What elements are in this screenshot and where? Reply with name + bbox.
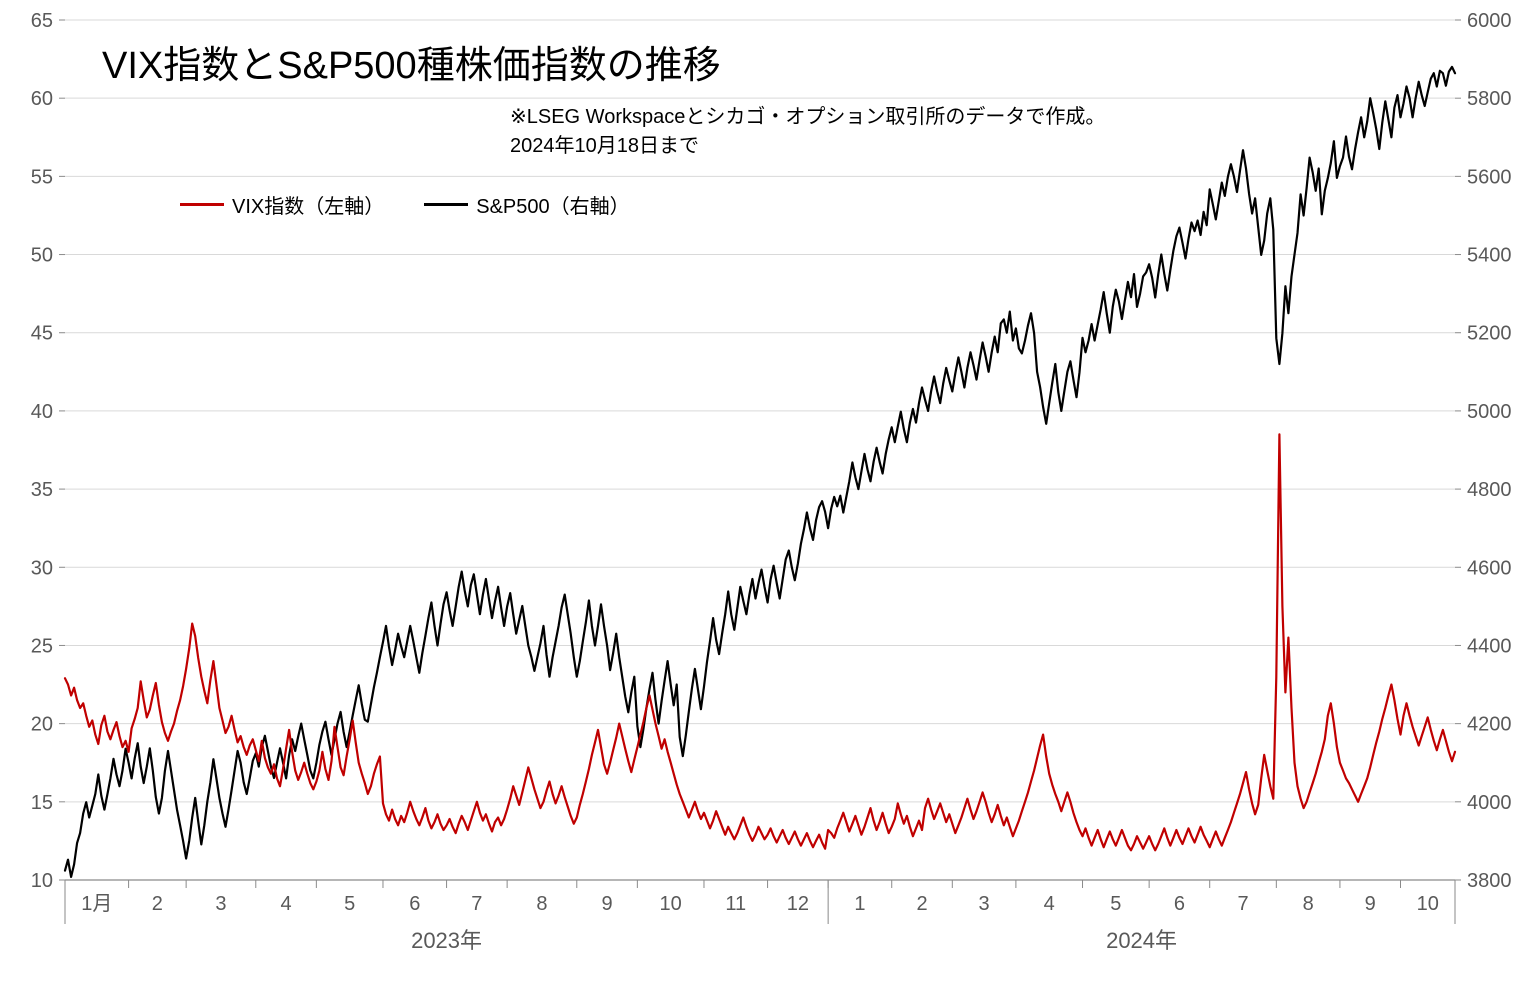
svg-text:2: 2 [152,893,163,915]
svg-text:5800: 5800 [1467,88,1512,110]
svg-text:8: 8 [536,893,547,915]
svg-text:5: 5 [1110,893,1121,915]
svg-text:8: 8 [1303,893,1314,915]
svg-text:6000: 6000 [1467,10,1512,32]
svg-text:40: 40 [31,401,53,423]
svg-text:65: 65 [31,10,53,32]
svg-text:3800: 3800 [1467,870,1512,892]
svg-text:4000: 4000 [1467,792,1512,814]
svg-text:4200: 4200 [1467,714,1512,736]
legend-label-vix: VIX指数（左軸） [232,190,384,219]
svg-text:6: 6 [409,893,420,915]
chart-note: ※LSEG Workspaceとシカゴ・オプション取引所のデータで作成。 202… [510,100,1105,158]
svg-text:1: 1 [854,893,865,915]
svg-text:2: 2 [916,893,927,915]
svg-text:1月: 1月 [81,893,112,915]
svg-text:7: 7 [471,893,482,915]
svg-text:20: 20 [31,714,53,736]
svg-text:55: 55 [31,166,53,188]
svg-text:4400: 4400 [1467,635,1512,657]
svg-text:9: 9 [602,893,613,915]
svg-text:4: 4 [1044,893,1055,915]
svg-text:2024年: 2024年 [1106,928,1177,953]
svg-text:5600: 5600 [1467,166,1512,188]
svg-text:2023年: 2023年 [411,928,482,953]
svg-text:10: 10 [1417,893,1439,915]
legend-item-vix: VIX指数（左軸） [180,190,384,219]
svg-text:5200: 5200 [1467,323,1512,345]
svg-text:11: 11 [725,893,746,915]
legend-label-sp500: S&P500（右軸） [476,190,629,219]
svg-text:3: 3 [979,893,990,915]
svg-text:5000: 5000 [1467,401,1512,423]
legend-swatch-sp500 [424,203,468,206]
legend: VIX指数（左軸） S&P500（右軸） [180,190,630,219]
svg-text:4600: 4600 [1467,557,1512,579]
legend-swatch-vix [180,203,224,206]
svg-text:25: 25 [31,635,53,657]
svg-text:7: 7 [1237,893,1248,915]
svg-text:5: 5 [344,893,355,915]
svg-text:60: 60 [31,88,53,110]
chart-title: VIX指数とS&P500種株価指数の推移 [102,34,721,89]
svg-text:50: 50 [31,245,53,267]
svg-text:30: 30 [31,557,53,579]
svg-text:4800: 4800 [1467,479,1512,501]
legend-item-sp500: S&P500（右軸） [424,190,629,219]
svg-text:4: 4 [281,893,292,915]
svg-text:10: 10 [660,893,682,915]
svg-text:10: 10 [31,870,53,892]
svg-text:9: 9 [1365,893,1376,915]
svg-text:15: 15 [31,792,53,814]
svg-text:5400: 5400 [1467,245,1512,267]
svg-text:6: 6 [1174,893,1185,915]
svg-text:3: 3 [215,893,226,915]
svg-text:12: 12 [787,893,809,915]
svg-text:45: 45 [31,323,53,345]
svg-text:35: 35 [31,479,53,501]
